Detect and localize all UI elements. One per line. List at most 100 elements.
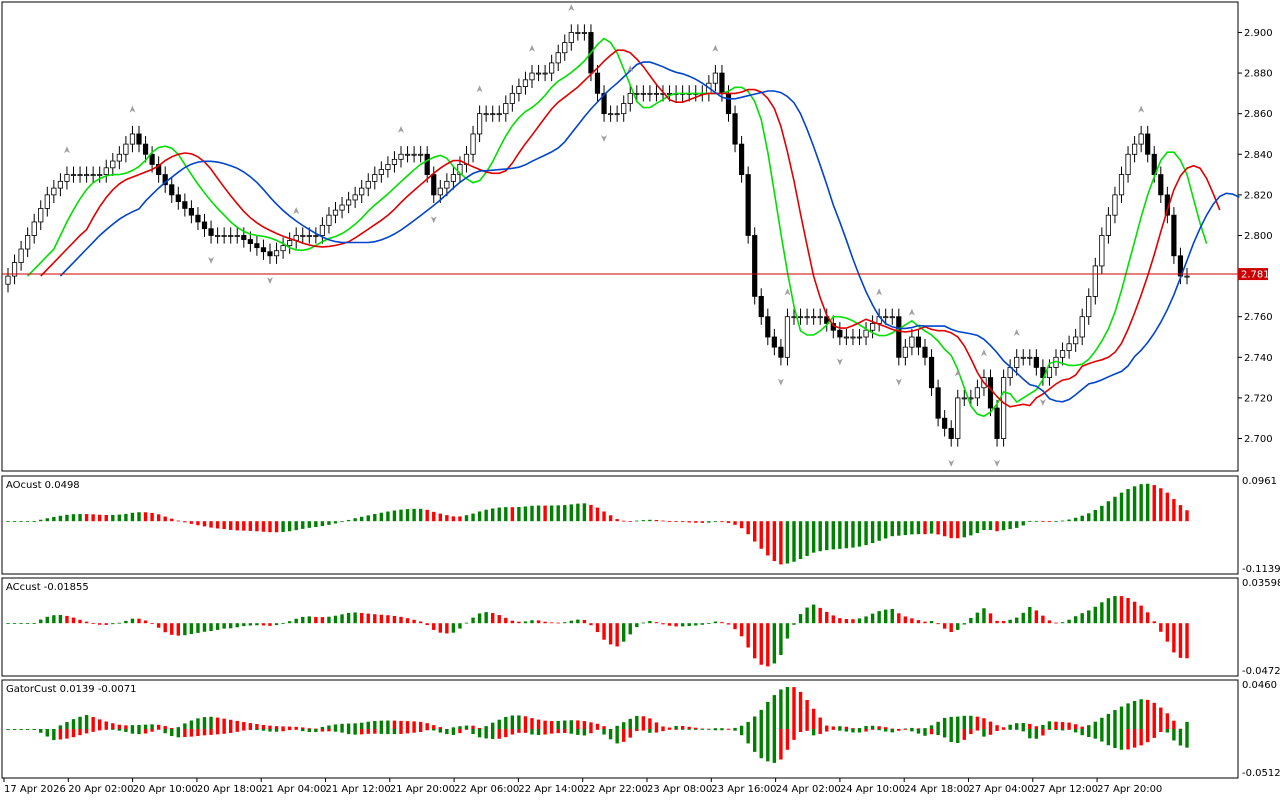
gator-upper-bar — [903, 728, 908, 730]
ao-bar — [641, 520, 646, 522]
time-axis-label: 21 Apr 20:00 — [390, 784, 455, 795]
candle-body — [182, 201, 188, 209]
gator-upper-bar — [720, 728, 724, 729]
candle-body — [837, 329, 843, 338]
gator-upper-bar — [929, 725, 934, 729]
gator-lower-bar — [1093, 729, 1097, 739]
gator-upper-bar — [71, 719, 76, 729]
ao-bar — [1178, 505, 1183, 522]
gator-lower-bar — [916, 729, 921, 734]
ao-bar — [589, 504, 593, 522]
ao-bar — [825, 521, 829, 551]
ao-bar — [635, 520, 639, 522]
gator-upper-bar — [202, 717, 207, 729]
time-axis-label: 27 Apr 04:00 — [969, 784, 1034, 795]
gator-lower-bar — [792, 729, 796, 740]
gator-lower-bar — [549, 729, 554, 734]
ao-bar — [700, 521, 704, 523]
ac-bar — [766, 623, 770, 667]
ac-bar — [530, 620, 534, 624]
gator-upper-bar — [910, 727, 914, 729]
candle-body — [1014, 356, 1020, 368]
gator-upper-bar — [176, 727, 180, 729]
gator-lower-bar — [661, 729, 665, 732]
gator-lower-bar — [910, 729, 914, 732]
ac-indicator-pane[interactable] — [1, 577, 1239, 677]
gator-lower-bar — [235, 729, 239, 732]
gator-lower-bar — [988, 729, 993, 735]
main-price-pane[interactable] — [1, 1, 1239, 472]
gator-upper-bar — [235, 720, 239, 729]
ao-bar — [477, 511, 482, 522]
ao-bar — [229, 521, 233, 530]
gator-upper-bar — [1060, 722, 1065, 729]
ac-bar — [746, 623, 750, 648]
candle-body — [1112, 194, 1118, 216]
fractal-up-icon — [876, 288, 883, 296]
ao-indicator-pane[interactable] — [1, 475, 1239, 575]
ao-bar — [484, 509, 488, 522]
ac-bar — [98, 623, 102, 625]
gator-upper-bar — [713, 728, 718, 729]
gator-upper-bar — [281, 726, 285, 729]
gator-lower-bar — [477, 729, 482, 738]
candle-body — [725, 92, 732, 115]
candle-body — [804, 316, 810, 319]
ac-bar — [982, 608, 986, 624]
ao-bar — [661, 520, 665, 522]
gator-upper-bar — [150, 724, 154, 729]
ao-bar — [268, 521, 272, 533]
candle-body — [450, 174, 457, 182]
gator-upper-bar — [779, 689, 783, 729]
gator-upper-bar — [1100, 717, 1104, 729]
gator-lower-bar — [1165, 729, 1170, 733]
gator-lower-bar — [1060, 729, 1065, 731]
candle-body — [116, 153, 122, 162]
candle-body — [621, 103, 627, 115]
gator-lower-bar — [189, 729, 194, 737]
candle-body — [385, 164, 391, 170]
ao-bar — [556, 505, 560, 522]
candle-body — [496, 113, 502, 116]
ac-bar — [58, 614, 63, 624]
gator-indicator-pane[interactable] — [1, 679, 1239, 779]
ac-bar — [838, 618, 842, 624]
ao-bar — [851, 521, 855, 548]
fractal-up-icon — [908, 308, 915, 316]
ac-bar — [392, 615, 397, 624]
ac-bar — [949, 623, 953, 633]
gator-lower-bar — [608, 729, 613, 740]
gator-lower-bar — [425, 729, 429, 731]
gator-upper-bar — [1165, 713, 1170, 729]
candle-body — [608, 113, 614, 116]
ao-bar — [392, 510, 397, 522]
ac-bar — [143, 620, 148, 624]
candle-body — [529, 72, 535, 81]
candle-body — [856, 336, 863, 339]
ao-bar — [445, 515, 449, 522]
gator-upper-bar — [1126, 703, 1130, 729]
gator-lower-bar — [84, 729, 89, 734]
ac-bar — [857, 618, 862, 624]
time-axis-label: 23 Apr 16:00 — [711, 784, 776, 795]
gator-upper-bar — [687, 726, 691, 729]
gator-upper-bar — [84, 715, 89, 729]
candle-body — [555, 52, 561, 64]
ac-bar — [602, 623, 606, 640]
candle-body — [739, 143, 745, 175]
gator-upper-bar — [615, 725, 619, 729]
candle-body — [1046, 367, 1053, 379]
ac-bar — [870, 613, 875, 624]
gator-upper-bar — [196, 718, 200, 729]
candle-body — [136, 133, 142, 145]
ac-bar — [314, 616, 318, 624]
candle-body — [1184, 275, 1190, 278]
time-axis-label: 22 Apr 14:00 — [518, 784, 583, 795]
gator-upper-bar — [1073, 724, 1078, 729]
gator-lower-bar — [1021, 729, 1025, 732]
ao-bar — [471, 513, 475, 522]
candle-body — [332, 209, 339, 216]
ac-bar — [1113, 596, 1117, 624]
gator-lower-bar — [1152, 729, 1156, 738]
